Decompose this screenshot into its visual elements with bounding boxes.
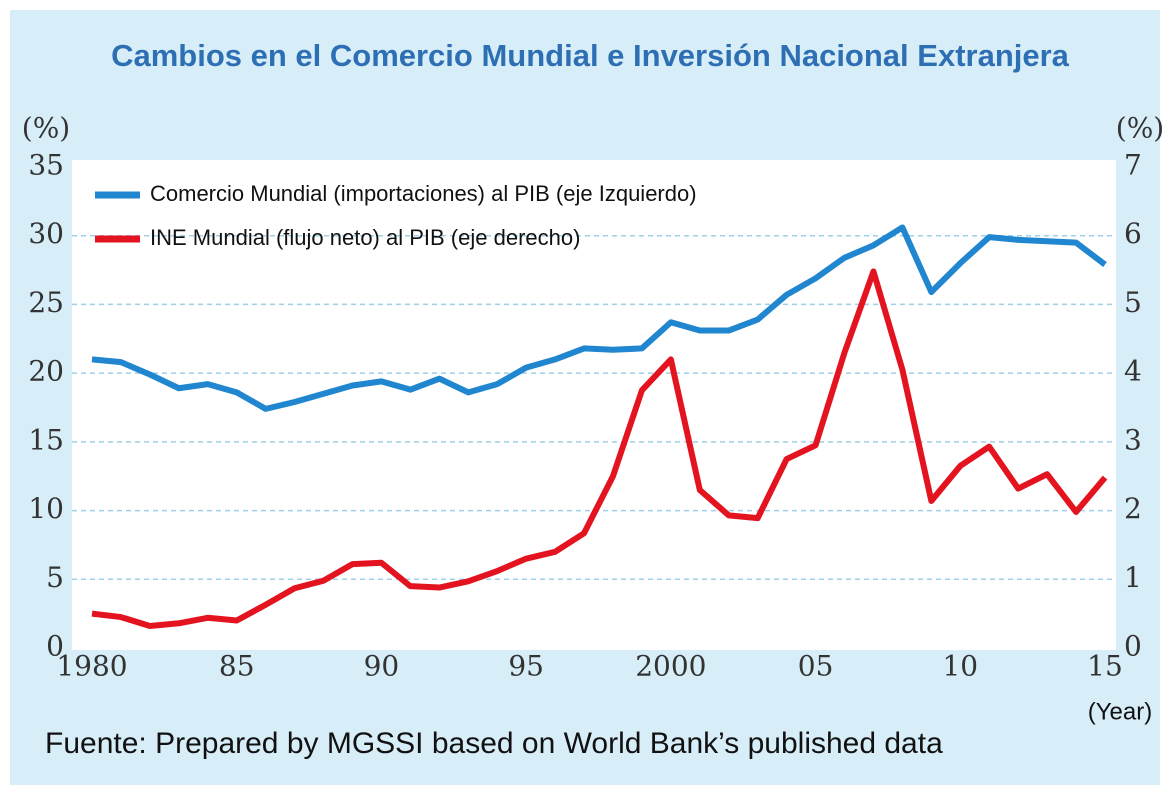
x-tick-label: 05 <box>798 650 834 683</box>
x-tick-label: 95 <box>508 650 544 683</box>
y2-tick-label: 0 <box>1124 630 1142 663</box>
x-tick-label: 90 <box>364 650 400 683</box>
y2-tick-label: 4 <box>1124 355 1142 388</box>
x-tick-label: 85 <box>219 650 255 683</box>
y2-tick-label: 5 <box>1124 286 1142 319</box>
x-tick-label: 10 <box>942 650 978 683</box>
source-note: Fuente: Prepared by MGSSI based on World… <box>45 727 943 760</box>
legend-label: Comercio Mundial (importaciones) al PIB … <box>150 181 697 206</box>
chart-title: Cambios en el Comercio Mundial e Inversi… <box>111 38 1070 73</box>
x-tick-label: 1980 <box>56 650 127 683</box>
series-line <box>91 268 1108 630</box>
y-tick-label: 10 <box>28 492 64 525</box>
plot-area <box>72 160 1116 650</box>
y-tick-label: 35 <box>28 149 64 182</box>
x-axis-label: (Year) <box>1088 698 1152 725</box>
y-tick-label: 15 <box>28 423 64 456</box>
y-tick-label: 5 <box>46 561 64 594</box>
legend-label: INE Mundial (flujo neto) al PIB (eje der… <box>150 225 580 250</box>
y2-tick-label: 6 <box>1124 217 1142 250</box>
y2-tick-label: 1 <box>1124 561 1142 594</box>
series-line <box>91 224 1107 412</box>
y2-tick-label: 7 <box>1124 149 1142 182</box>
y2-tick-label: 3 <box>1124 423 1142 456</box>
y-axis-label: (%) <box>22 112 70 145</box>
y-tick-label: 25 <box>28 286 64 319</box>
y2-axis-label: (%) <box>1116 112 1164 145</box>
y-tick-label: 0 <box>46 630 64 663</box>
x-tick-label: 15 <box>1087 650 1123 683</box>
x-tick-label: 2000 <box>635 650 706 683</box>
y-tick-label: 20 <box>28 355 64 388</box>
y-tick-label: 30 <box>28 217 64 250</box>
y2-tick-label: 2 <box>1124 492 1142 525</box>
